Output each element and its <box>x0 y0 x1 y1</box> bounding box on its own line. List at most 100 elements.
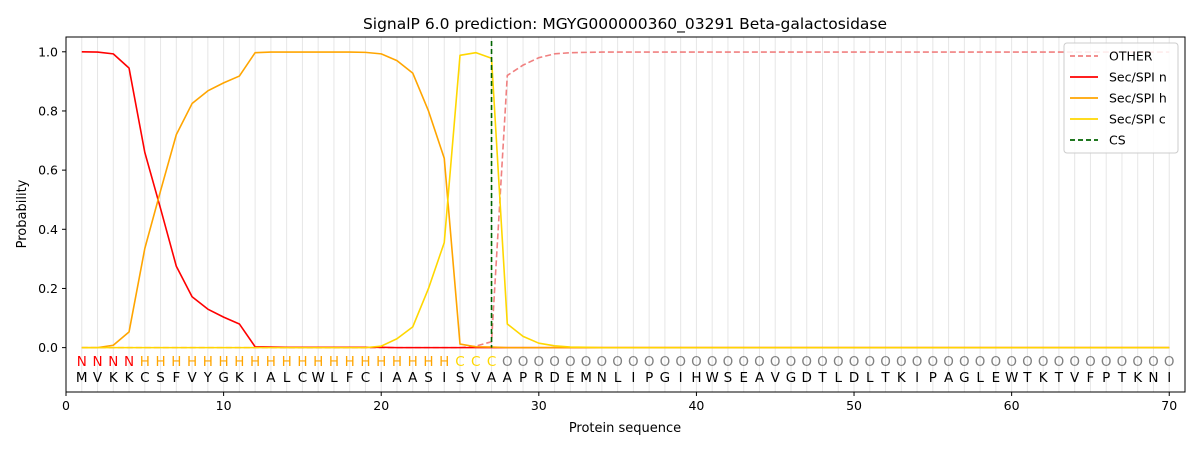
residue-letter: K <box>1133 370 1143 386</box>
residue-letter: I <box>379 370 383 386</box>
residue-letter: V <box>471 370 481 386</box>
region-label: C <box>487 354 496 370</box>
region-label: N <box>77 354 87 370</box>
region-label: H <box>313 354 323 370</box>
legend-label: Sec/SPI h <box>1109 91 1167 106</box>
region-label: H <box>297 354 307 370</box>
region-label: O <box>786 354 797 370</box>
x-tick-label: 20 <box>373 398 389 413</box>
residue-letter: G <box>786 370 796 386</box>
region-label: O <box>959 354 970 370</box>
plot-frame <box>65 36 1186 393</box>
region-label: O <box>912 354 923 370</box>
residue-letter: A <box>392 370 402 386</box>
residue-letter: L <box>835 370 843 386</box>
y-tick-label: 0.6 <box>38 163 58 178</box>
residue-letter: F <box>1087 370 1095 386</box>
x-axis-ticks: 0 10 20 30 40 50 60 70 <box>62 392 1177 413</box>
residue-letter: G <box>660 370 670 386</box>
residue-letter: I <box>631 370 635 386</box>
residue-letter: F <box>172 370 180 386</box>
region-label: H <box>155 354 165 370</box>
residue-letter: A <box>408 370 418 386</box>
region-label: O <box>817 354 828 370</box>
region-label: O <box>644 354 655 370</box>
residue-letter: L <box>866 370 874 386</box>
residue-letter: I <box>1167 370 1171 386</box>
region-label: O <box>549 354 560 370</box>
x-tick-label: 0 <box>62 398 70 413</box>
residue-letter: P <box>519 370 527 386</box>
region-label: O <box>928 354 939 370</box>
residue-letter: S <box>724 370 733 386</box>
residue-letter: N <box>597 370 607 386</box>
series-lines <box>81 50 1170 349</box>
residue-letter: A <box>266 370 276 386</box>
x-tick-label: 60 <box>1004 398 1020 413</box>
region-label: O <box>612 354 623 370</box>
region-label: C <box>455 354 464 370</box>
region-label: H <box>140 354 150 370</box>
region-label: O <box>660 354 671 370</box>
region-label: O <box>628 354 639 370</box>
legend-label: Sec/SPI c <box>1109 112 1166 127</box>
region-label: C <box>471 354 480 370</box>
region-label: N <box>108 354 118 370</box>
residue-letter: G <box>218 370 228 386</box>
region-label: N <box>124 354 134 370</box>
region-label: H <box>423 354 433 370</box>
region-label: H <box>234 354 244 370</box>
residue-letter: I <box>915 370 919 386</box>
residue-letter: W <box>311 370 324 386</box>
region-label: O <box>1164 354 1175 370</box>
region-label: O <box>597 354 608 370</box>
region-label: H <box>171 354 181 370</box>
residue-letter: V <box>187 370 197 386</box>
region-label: H <box>392 354 402 370</box>
region-label: O <box>849 354 860 370</box>
region-label: O <box>770 354 781 370</box>
residue-letter: K <box>125 370 135 386</box>
region-label: O <box>533 354 544 370</box>
region-label: O <box>1085 354 1096 370</box>
region-label: O <box>675 354 686 370</box>
region-label: O <box>691 354 702 370</box>
region-label: O <box>1054 354 1065 370</box>
residue-letter: I <box>253 370 257 386</box>
region-label: O <box>1006 354 1017 370</box>
region-label: O <box>833 354 844 370</box>
x-tick-label: 30 <box>531 398 547 413</box>
x-tick-label: 10 <box>216 398 232 413</box>
residue-letter: A <box>487 370 497 386</box>
residue-letter: D <box>849 370 859 386</box>
region-label: H <box>282 354 292 370</box>
y-tick-label: 0.4 <box>38 222 58 237</box>
region-label: O <box>738 354 749 370</box>
region-label: O <box>1132 354 1143 370</box>
x-axis-title: Protein sequence <box>569 421 681 436</box>
residue-letter: I <box>679 370 683 386</box>
residue-letter: E <box>566 370 575 386</box>
residue-letter: T <box>1054 370 1064 386</box>
region-label: H <box>187 354 197 370</box>
residue-letter: G <box>959 370 969 386</box>
residue-letter: V <box>1070 370 1080 386</box>
region-label: H <box>439 354 449 370</box>
legend-label: Sec/SPI n <box>1109 70 1167 85</box>
residue-letter: T <box>1022 370 1032 386</box>
residue-letter: H <box>691 370 701 386</box>
residue-letter: S <box>424 370 433 386</box>
residue-letter: F <box>346 370 354 386</box>
region-label: O <box>1117 354 1128 370</box>
region-label: O <box>723 354 734 370</box>
region-label: O <box>880 354 891 370</box>
residue-letter: D <box>802 370 812 386</box>
residue-letter: W <box>706 370 719 386</box>
region-label: H <box>219 354 229 370</box>
region-label: O <box>754 354 765 370</box>
residue-letter: M <box>580 370 592 386</box>
series-line-sec-spi-c <box>81 51 1170 349</box>
region-label: H <box>250 354 260 370</box>
